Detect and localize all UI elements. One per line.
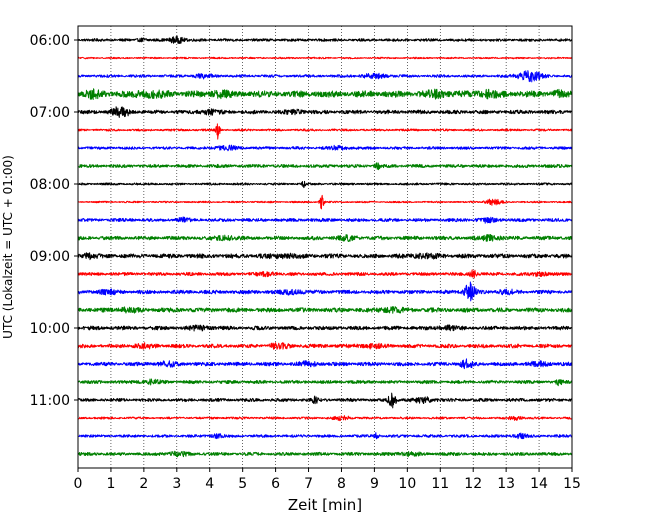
- seismic-trace: [77, 342, 573, 350]
- y-tick-label: 08:00: [30, 177, 70, 193]
- seismic-trace: [77, 358, 573, 370]
- seismic-trace: [77, 252, 573, 261]
- y-axis-label: UTC (Lokalzeit = UTC + 01:00): [1, 155, 15, 339]
- x-tick-label: 12: [464, 476, 482, 492]
- seismic-trace: [77, 35, 573, 45]
- seismic-trace: [77, 281, 573, 302]
- seismic-trace: [77, 70, 573, 83]
- x-axis-ticks: 0 1 2 3 4 5 6 7 8 9 10 11 12 13 14 15: [74, 468, 581, 492]
- x-tick-label: 0: [74, 476, 83, 492]
- y-tick-label: 10:00: [30, 321, 70, 337]
- seismic-trace: [77, 450, 573, 458]
- seismic-trace: [77, 144, 573, 152]
- y-tick-label: 06:00: [30, 33, 70, 49]
- y-tick-label: 11:00: [30, 393, 70, 409]
- x-tick-label: 11: [431, 476, 449, 492]
- x-tick-label: 13: [497, 476, 515, 492]
- seismic-trace: [77, 123, 573, 140]
- x-tick-label: 8: [337, 476, 346, 492]
- seismic-trace: [77, 269, 573, 279]
- seismic-trace: [77, 378, 573, 387]
- plot-background: [78, 26, 572, 468]
- seismic-trace: [77, 194, 573, 210]
- y-tick-label: 07:00: [30, 105, 70, 121]
- seismic-trace: [77, 106, 573, 118]
- seismic-trace: [77, 162, 573, 171]
- seismic-trace: [77, 56, 573, 60]
- seismic-trace: [77, 415, 573, 422]
- seismic-trace: [77, 306, 573, 314]
- x-tick-label: 4: [205, 476, 214, 492]
- seismic-trace: [77, 392, 573, 409]
- x-tick-label: 1: [106, 476, 115, 492]
- x-tick-label: 7: [304, 476, 313, 492]
- x-axis-label: Zeit [min]: [288, 496, 362, 514]
- x-tick-label: 15: [563, 476, 581, 492]
- seismic-trace: [77, 432, 573, 440]
- seismic-trace: [77, 216, 573, 224]
- x-tick-label: 2: [139, 476, 148, 492]
- y-axis-ticks: 06:00 07:00 08:00 09:00 10:00 11:00: [30, 33, 78, 409]
- plot-frame: [77, 25, 573, 469]
- seismic-trace: [77, 88, 573, 101]
- seismic-trace: [77, 234, 573, 242]
- x-tick-label: 5: [238, 476, 247, 492]
- seismic-trace: [77, 180, 573, 189]
- x-tick-label: 6: [271, 476, 280, 492]
- x-tick-label: 10: [398, 476, 416, 492]
- seismic-trace: [77, 324, 573, 332]
- x-tick-label: 9: [370, 476, 379, 492]
- y-tick-label: 09:00: [30, 249, 70, 265]
- x-tick-label: 3: [172, 476, 181, 492]
- x-tick-label: 14: [530, 476, 548, 492]
- trace-group: [77, 35, 573, 458]
